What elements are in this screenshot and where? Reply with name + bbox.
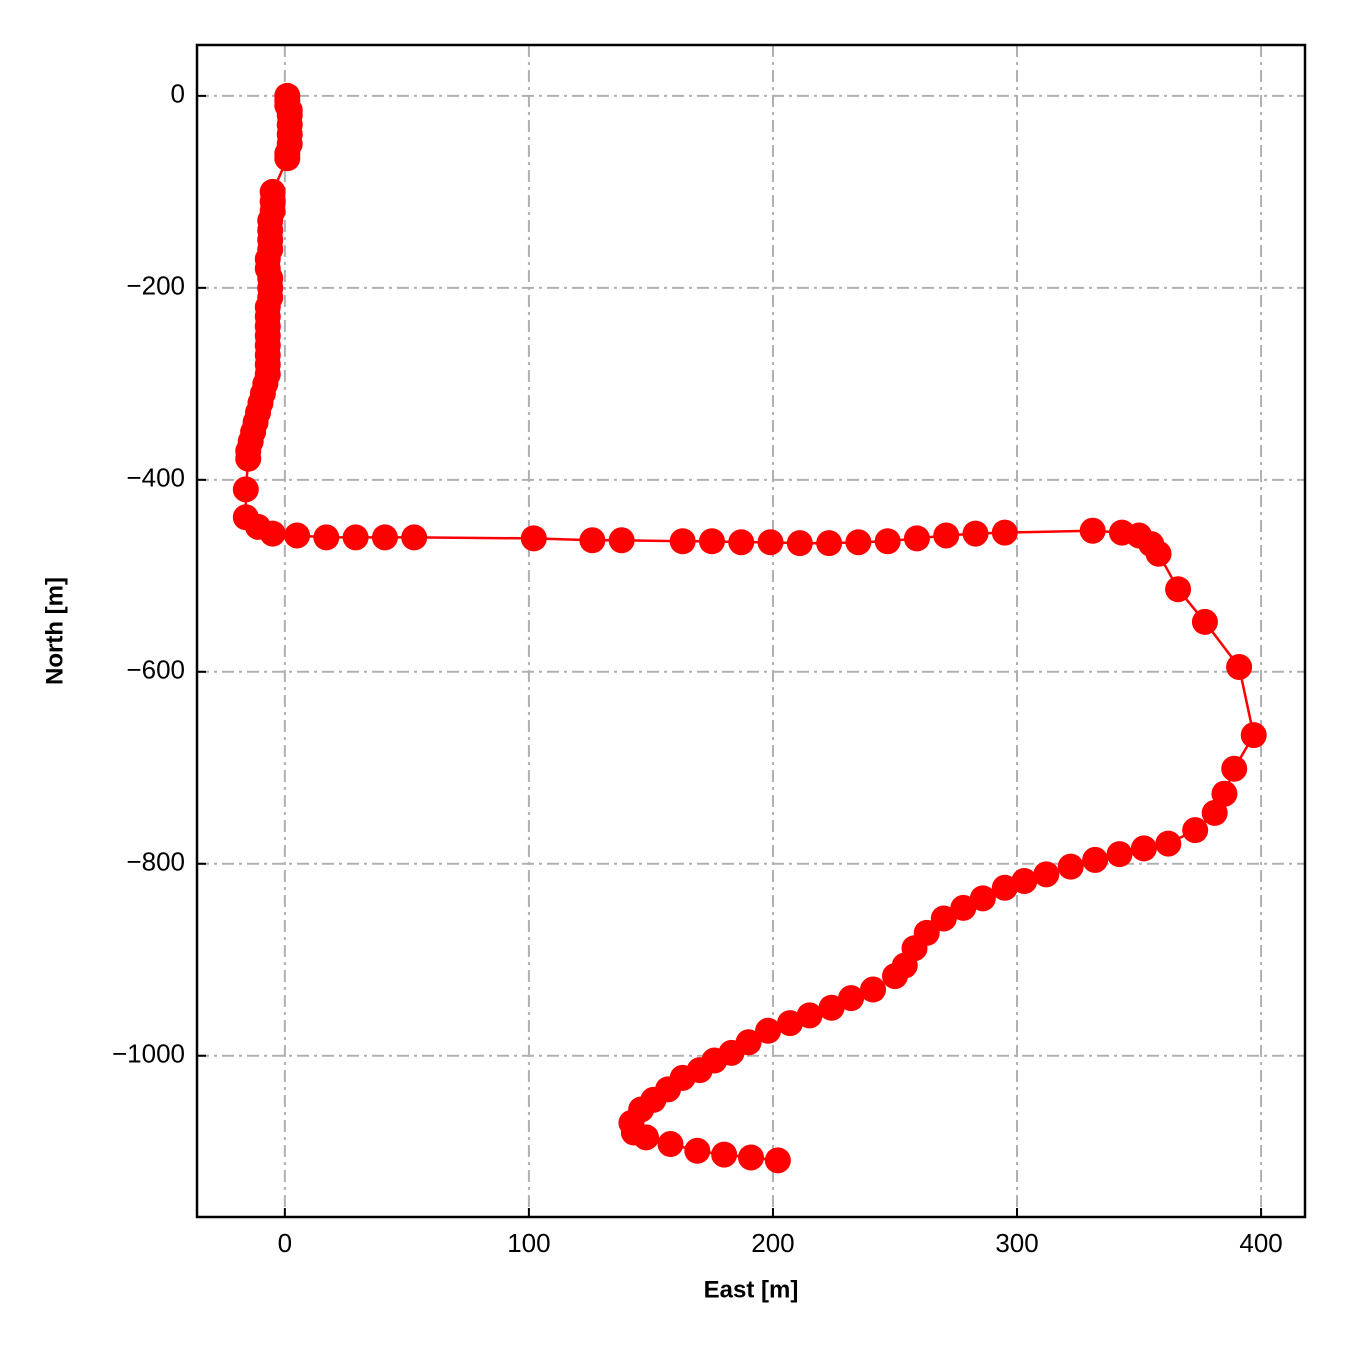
x-tick-label: 0 — [278, 1228, 292, 1258]
x-tick-label: 100 — [507, 1228, 550, 1258]
point-marker — [684, 1137, 711, 1164]
point-marker — [755, 1017, 782, 1044]
y-axis-label: North [m] — [41, 577, 68, 685]
point-marker — [1079, 517, 1106, 544]
point-marker — [1221, 755, 1248, 782]
point-marker — [698, 528, 725, 555]
point-marker — [930, 905, 957, 932]
point-marker — [991, 874, 1018, 901]
point-marker — [711, 1141, 738, 1168]
x-tick-label: 400 — [1239, 1228, 1282, 1258]
point-marker — [796, 1002, 823, 1029]
point-marker — [1082, 846, 1109, 873]
y-tick-label: −600 — [126, 655, 185, 685]
point-marker — [950, 894, 977, 921]
point-marker — [401, 524, 428, 551]
point-marker — [274, 145, 301, 172]
point-marker — [816, 530, 843, 557]
point-marker — [874, 528, 901, 555]
point-marker — [1106, 841, 1133, 868]
y-tick-label: 0 — [171, 79, 185, 109]
trajectory-line — [244, 95, 1256, 1162]
point-marker — [669, 528, 696, 555]
point-marker — [1191, 608, 1218, 635]
point-marker — [962, 520, 989, 547]
point-marker — [991, 519, 1018, 546]
point-marker — [633, 1124, 660, 1151]
point-marker — [786, 530, 813, 557]
plot-frame — [195, 43, 1307, 1219]
point-marker — [232, 476, 259, 503]
point-marker — [757, 529, 784, 556]
point-marker — [1057, 853, 1084, 880]
point-marker — [933, 522, 960, 549]
point-marker — [764, 1147, 791, 1174]
point-marker — [579, 527, 606, 554]
point-marker — [1165, 576, 1192, 603]
y-tick-label: −800 — [126, 847, 185, 877]
point-marker — [1226, 653, 1253, 680]
point-marker — [903, 525, 930, 552]
point-marker — [235, 445, 262, 472]
point-marker — [818, 994, 845, 1021]
point-marker — [728, 529, 755, 556]
point-marker — [259, 520, 286, 547]
point-marker — [1182, 817, 1209, 844]
point-marker — [1130, 835, 1157, 862]
point-marker — [881, 963, 908, 990]
point-marker — [1201, 799, 1228, 826]
point-marker — [657, 1131, 684, 1158]
point-marker — [860, 976, 887, 1003]
point-marker — [284, 522, 311, 549]
point-marker — [838, 985, 865, 1012]
x-tick-label: 300 — [995, 1228, 1038, 1258]
point-marker — [738, 1144, 764, 1171]
point-marker — [1155, 830, 1182, 857]
x-axis-label: East [m] — [704, 1276, 799, 1303]
point-marker — [608, 527, 635, 554]
point-marker — [371, 524, 398, 551]
point-marker — [777, 1010, 804, 1037]
point-marker — [520, 525, 547, 552]
point-marker — [1240, 722, 1267, 749]
y-tick-label: −1000 — [112, 1039, 185, 1069]
point-marker — [1145, 540, 1172, 567]
point-marker — [1211, 780, 1238, 807]
point-marker — [342, 524, 369, 551]
point-marker — [313, 524, 340, 551]
y-tick-label: −200 — [126, 271, 185, 301]
point-marker — [969, 885, 996, 912]
point-marker — [1033, 861, 1060, 888]
y-tick-label: −400 — [126, 463, 185, 493]
point-marker — [845, 529, 872, 556]
x-tick-label: 200 — [751, 1228, 794, 1258]
point-marker — [1011, 868, 1038, 895]
